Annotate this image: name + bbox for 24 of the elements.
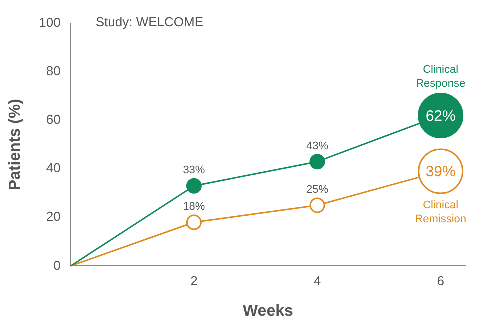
data-label: 43% <box>306 140 329 152</box>
data-label: 25% <box>306 184 329 196</box>
point <box>310 154 326 170</box>
y-tick-label: 40 <box>46 160 61 176</box>
y-axis-title: Patients (%) <box>7 99 24 191</box>
point <box>186 178 202 194</box>
y-tick-label: 60 <box>46 112 61 128</box>
x-axis-title: Weeks <box>242 302 294 320</box>
data-label: 33% <box>183 164 206 177</box>
x-tick-label: 4 <box>314 274 322 289</box>
point <box>186 214 202 230</box>
y-tick-label: 20 <box>46 209 61 224</box>
point <box>310 198 326 214</box>
data-label: 39% <box>426 164 456 181</box>
series-label: Clinical Remission <box>415 200 467 226</box>
data-label: 18% <box>183 201 206 214</box>
y-tick-label: 0 <box>54 258 61 273</box>
x-tick-label: 2 <box>190 274 198 289</box>
x-tick-label: 6 <box>437 274 444 289</box>
y-tick-label: 100 <box>39 15 61 30</box>
y-tick-label: 80 <box>46 64 61 79</box>
series-label: Clinical Response <box>416 64 466 90</box>
data-label: 62% <box>426 108 456 125</box>
chart-title: Study: WELCOME <box>96 14 204 30</box>
